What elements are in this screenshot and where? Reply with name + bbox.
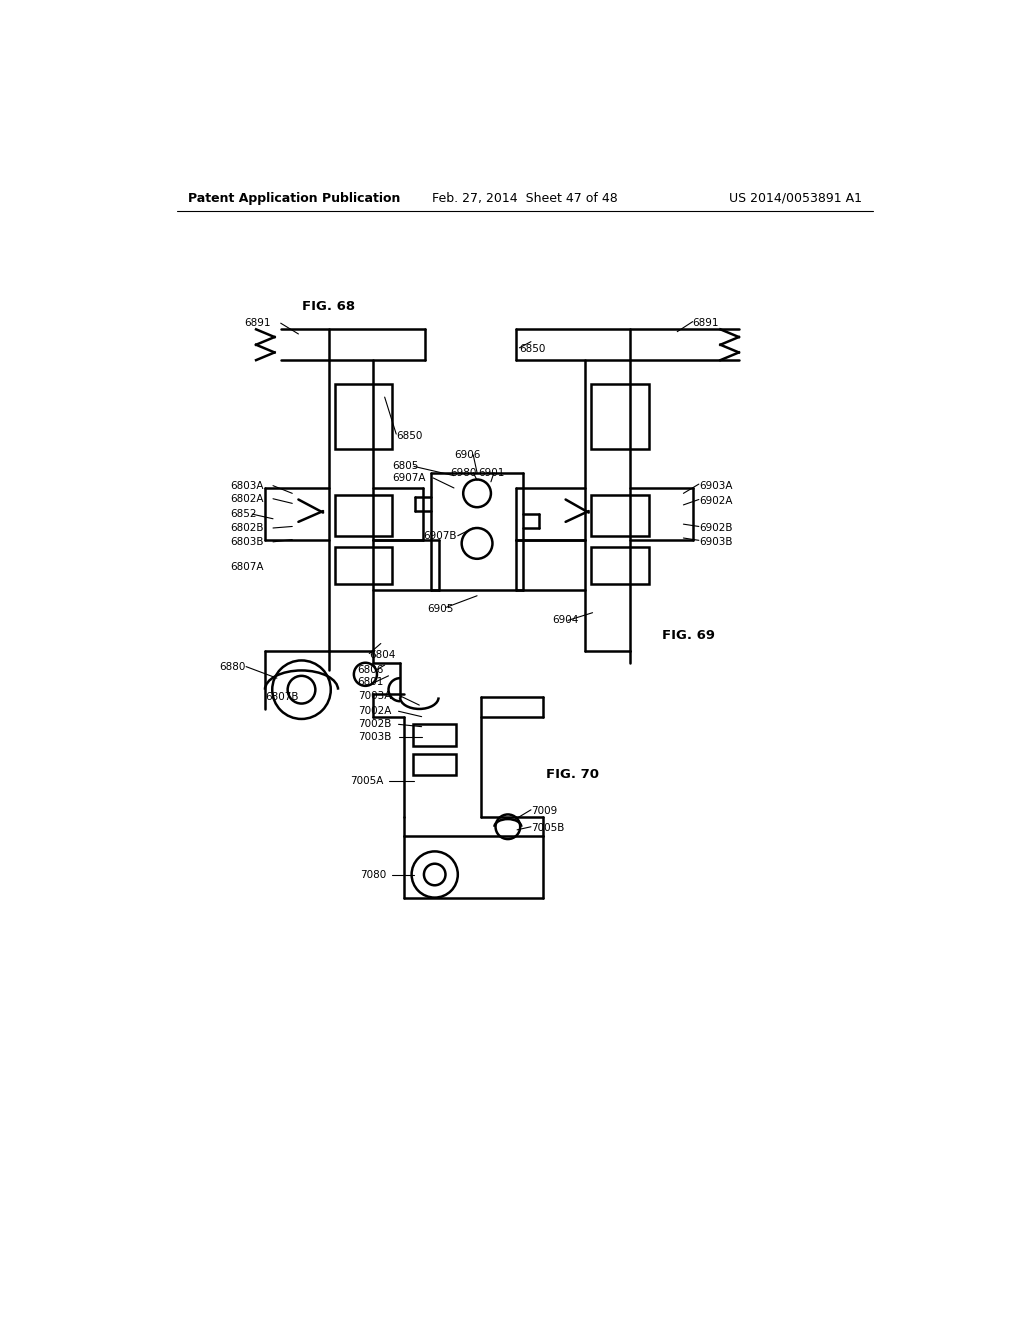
Text: 6904: 6904 [553, 615, 579, 626]
Text: 6802B: 6802B [230, 523, 264, 533]
Text: FIG. 69: FIG. 69 [662, 630, 715, 643]
Text: 6907A: 6907A [392, 473, 426, 483]
Text: Patent Application Publication: Patent Application Publication [188, 191, 400, 205]
Text: 7005B: 7005B [531, 824, 564, 833]
Text: FIG. 68: FIG. 68 [301, 300, 354, 313]
Text: 6807B: 6807B [265, 693, 299, 702]
Text: 6807A: 6807A [230, 561, 264, 572]
Text: 7002B: 7002B [357, 719, 391, 730]
Text: 7005A: 7005A [350, 776, 383, 785]
Text: 6803B: 6803B [230, 537, 264, 546]
Text: 6850: 6850 [519, 345, 546, 354]
Text: 6806: 6806 [357, 665, 384, 676]
Text: 6803A: 6803A [230, 480, 264, 491]
Text: 6850: 6850 [396, 430, 423, 441]
Bar [413, 754, 456, 775]
Text: 6891: 6891 [245, 318, 271, 329]
Bar [413, 725, 456, 746]
Text: 6905: 6905 [427, 603, 454, 614]
Text: 6801: 6801 [357, 677, 384, 686]
Text: 7002A: 7002A [357, 706, 391, 717]
Text: 7009: 7009 [531, 807, 557, 816]
Text: 6907B: 6907B [423, 531, 457, 541]
Text: US 2014/0053891 A1: US 2014/0053891 A1 [729, 191, 862, 205]
Text: 6804: 6804 [370, 649, 395, 660]
Text: 6902B: 6902B [698, 523, 732, 533]
Text: Feb. 27, 2014  Sheet 47 of 48: Feb. 27, 2014 Sheet 47 of 48 [432, 191, 617, 205]
Text: 6906: 6906 [454, 450, 480, 459]
Bar [335, 384, 392, 449]
Text: 6901: 6901 [478, 467, 505, 478]
Bar [591, 384, 649, 449]
Text: 7003A: 7003A [357, 690, 391, 701]
Text: 6903A: 6903A [698, 480, 732, 491]
Text: 7080: 7080 [360, 870, 386, 879]
Text: 6880: 6880 [219, 661, 246, 672]
Text: 6980: 6980 [451, 467, 476, 478]
Text: 6805: 6805 [392, 462, 419, 471]
Text: 6852: 6852 [230, 510, 257, 519]
Text: 6903B: 6903B [698, 537, 732, 546]
Bar [335, 495, 392, 536]
Bar [591, 548, 649, 585]
Bar [591, 495, 649, 536]
Text: 6891: 6891 [692, 318, 719, 329]
Text: 6902A: 6902A [698, 496, 732, 506]
Text: 6802A: 6802A [230, 494, 264, 504]
Text: 7003B: 7003B [357, 733, 391, 742]
Bar [335, 548, 392, 585]
Text: FIG. 70: FIG. 70 [547, 768, 599, 781]
